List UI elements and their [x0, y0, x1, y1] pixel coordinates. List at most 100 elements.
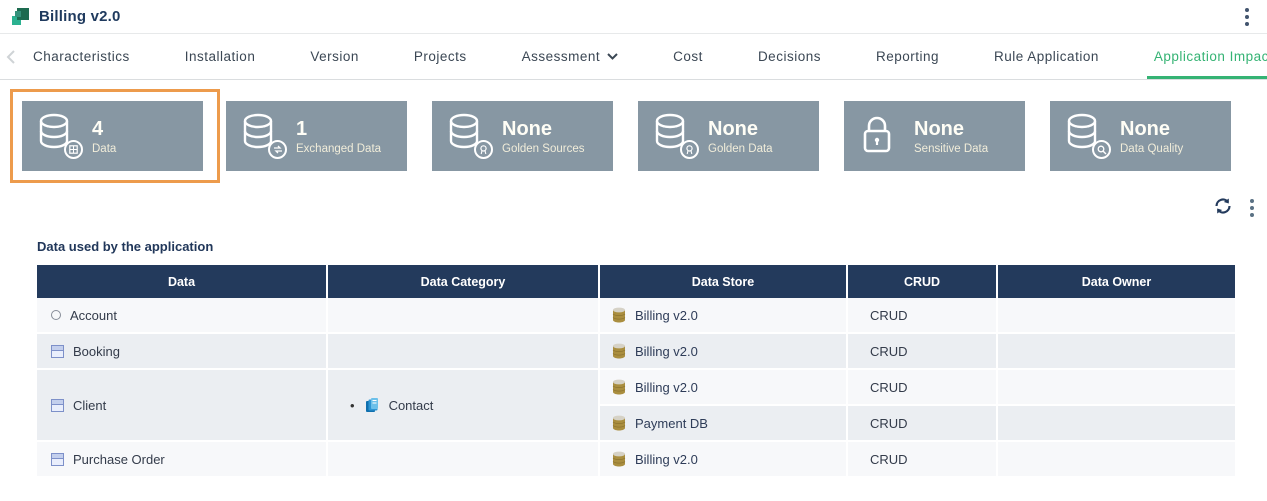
app-logo-icon: [12, 8, 29, 25]
cell-category-client[interactable]: • Contact: [328, 370, 600, 442]
database-medal-icon: [653, 113, 699, 159]
tab-application-impact[interactable]: Application Impact: [1146, 34, 1267, 79]
data-object-table-icon: [51, 398, 64, 412]
card-data-quality-value: None: [1120, 117, 1170, 140]
table-kebab-menu-icon[interactable]: [1245, 196, 1259, 220]
database-exchange-icon: [241, 113, 287, 159]
medal-icon: [680, 140, 699, 159]
cell-owner: [998, 370, 1235, 406]
card-sensitive-data-value: None: [914, 117, 964, 140]
page-kebab-menu-icon[interactable]: [1239, 4, 1255, 30]
cell-category-purchase-order: [328, 442, 600, 478]
cell-category-account: [328, 298, 600, 334]
cell-store-billing[interactable]: Billing v2.0: [600, 334, 848, 370]
chevron-down-icon: [607, 53, 618, 60]
cell-crud: CRUD: [848, 370, 998, 406]
data-object-table-icon: [51, 452, 64, 466]
col-header-data[interactable]: Data: [37, 265, 328, 298]
table-row: Purchase Order Billing v2.0 CRUD: [37, 442, 1235, 478]
tab-cost[interactable]: Cost: [673, 49, 703, 64]
cell-data-client[interactable]: Client: [37, 370, 328, 442]
card-golden-data-value: None: [708, 117, 758, 140]
data-badge-icon: [64, 140, 83, 159]
cell-data-purchase-order[interactable]: Purchase Order: [37, 442, 328, 478]
tab-bar: Characteristics Installation Version Pro…: [0, 34, 1267, 80]
card-golden-data[interactable]: None Golden Data: [638, 101, 819, 171]
lock-icon: [859, 113, 901, 159]
magnifier-icon: [1092, 140, 1111, 159]
stat-cards-row: 4 Data 1 Exchanged Data: [0, 89, 1267, 183]
cell-crud: CRUD: [848, 406, 998, 442]
card-golden-data-label: Golden Data: [708, 142, 773, 155]
tab-rule-application[interactable]: Rule Application: [994, 49, 1099, 64]
cell-owner: [998, 298, 1235, 334]
tab-installation[interactable]: Installation: [184, 49, 256, 64]
refresh-icon[interactable]: [1214, 197, 1232, 220]
card-golden-sources-value: None: [502, 117, 552, 140]
data-category-icon: [365, 398, 378, 412]
cell-store-payment-db[interactable]: Payment DB: [600, 406, 848, 442]
bullet: •: [350, 397, 355, 413]
card-golden-sources-label: Golden Sources: [502, 142, 585, 155]
col-header-data-store[interactable]: Data Store: [600, 265, 848, 298]
datastore-database-icon: [612, 415, 626, 431]
tab-decisions[interactable]: Decisions: [757, 49, 821, 64]
cell-store-billing[interactable]: Billing v2.0: [600, 370, 848, 406]
table-header-row: Data Data Category Data Store CRUD Data …: [37, 265, 1235, 298]
card-data-quality[interactable]: None Data Quality: [1050, 101, 1231, 171]
tabs-scroll-left-icon[interactable]: [6, 34, 16, 79]
cell-store-billing[interactable]: Billing v2.0: [600, 298, 848, 334]
cell-store-billing[interactable]: Billing v2.0: [600, 442, 848, 478]
tab-version[interactable]: Version: [310, 49, 359, 64]
card-golden-sources[interactable]: None Golden Sources: [432, 101, 613, 171]
cell-crud: CRUD: [848, 298, 998, 334]
table-row: Booking Billing v2.0 CRUD: [37, 334, 1235, 370]
table-row: Client • Contact Billing v2.0 CRUD: [37, 370, 1235, 442]
exchange-arrows-icon: [268, 140, 287, 159]
table-row: Account Billing v2.0 CRUD: [37, 298, 1235, 334]
database-magnifier-icon: [1065, 113, 1111, 159]
tab-projects[interactable]: Projects: [413, 49, 467, 64]
cell-owner: [998, 442, 1235, 478]
card-sensitive-data-label: Sensitive Data: [914, 142, 989, 155]
cell-owner: [998, 406, 1235, 442]
data-object-circle-icon: [51, 310, 61, 320]
cell-crud: CRUD: [848, 442, 998, 478]
col-header-crud[interactable]: CRUD: [848, 265, 998, 298]
datastore-database-icon: [612, 451, 626, 467]
section-title: Data used by the application: [37, 239, 214, 254]
card-sensitive-data[interactable]: None Sensitive Data: [844, 101, 1025, 171]
cell-category-booking: [328, 334, 600, 370]
col-header-data-category[interactable]: Data Category: [328, 265, 600, 298]
tab-reporting[interactable]: Reporting: [875, 49, 940, 64]
table-actions: [0, 197, 1267, 219]
datastore-database-icon: [612, 307, 626, 323]
medal-icon: [474, 140, 493, 159]
tab-list: Characteristics Installation Version Pro…: [16, 34, 1267, 79]
card-data-value: 4: [92, 117, 104, 140]
cell-owner: [998, 334, 1235, 370]
tab-characteristics[interactable]: Characteristics: [33, 49, 130, 64]
tab-assessment[interactable]: Assessment: [515, 34, 626, 79]
selected-card-highlight: 4 Data: [10, 89, 220, 183]
card-exchanged-data-label: Exchanged Data: [296, 142, 382, 155]
data-object-table-icon: [51, 344, 64, 358]
top-bar: Billing v2.0: [0, 0, 1267, 34]
cell-crud: CRUD: [848, 334, 998, 370]
card-data-label: Data: [92, 142, 117, 155]
card-exchanged-data[interactable]: 1 Exchanged Data: [226, 101, 407, 171]
cell-data-account[interactable]: Account: [37, 298, 328, 334]
card-data-quality-label: Data Quality: [1120, 142, 1184, 155]
card-data[interactable]: 4 Data: [22, 101, 203, 171]
page-title: Billing v2.0: [39, 8, 121, 25]
database-medal-icon: [447, 113, 493, 159]
col-header-data-owner[interactable]: Data Owner: [998, 265, 1235, 298]
database-badge-icon: [37, 113, 83, 159]
data-used-table: Data Data Category Data Store CRUD Data …: [37, 265, 1235, 478]
table-row: Payment DB CRUD: [37, 406, 1235, 442]
card-exchanged-data-value: 1: [296, 117, 308, 140]
cell-data-booking[interactable]: Booking: [37, 334, 328, 370]
datastore-database-icon: [612, 379, 626, 395]
datastore-database-icon: [612, 343, 626, 359]
